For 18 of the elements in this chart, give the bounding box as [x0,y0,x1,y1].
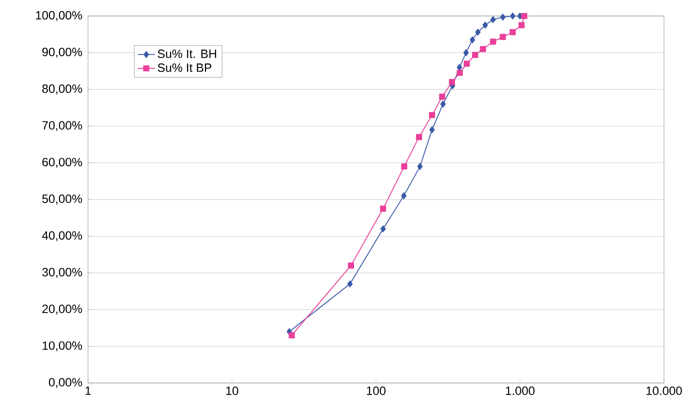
y-tick-label: 40,00% [42,231,82,242]
x-tick-label: 10.000 [646,386,682,396]
legend-label: Su% It. BH [158,50,216,58]
y-tick-label: 100,00% [36,11,82,21]
x-tick-label: 1 [86,386,91,395]
y-tick-label: 50,00% [42,194,82,204]
y-tick-label: 10,00% [42,341,82,352]
legend-label: Su% It BP [158,63,212,72]
y-tick-label: 0,00% [48,378,82,388]
y-tick-label: 20,00% [42,304,82,315]
y-tick-label: 70,00% [42,121,82,132]
x-tick-label: 1.000 [506,386,535,396]
y-tick-label: 80,00% [42,84,82,94]
y-tick-label: 90,00% [42,48,82,58]
x-tick-label: 100 [366,386,386,396]
y-tick-label: 30,00% [42,268,82,278]
y-tick-label: 60,00% [42,158,82,168]
x-tick-label: 10 [226,386,238,396]
